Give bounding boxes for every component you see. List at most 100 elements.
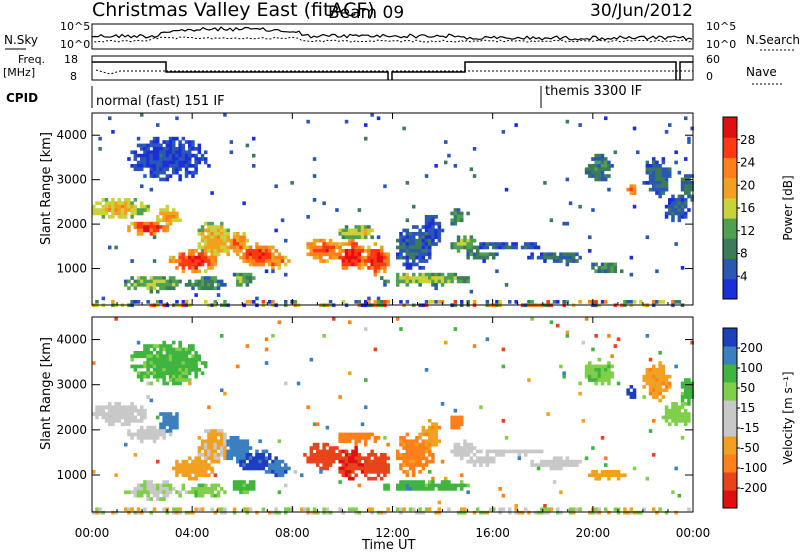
velocity-cell bbox=[322, 463, 326, 467]
velocity-cell bbox=[162, 368, 166, 372]
velocity-cell bbox=[405, 456, 410, 461]
power-cell bbox=[434, 300, 438, 304]
velocity-cell bbox=[200, 483, 205, 488]
velocity-cell bbox=[370, 507, 374, 512]
velocity-cell bbox=[642, 395, 646, 399]
velocity-cell bbox=[549, 320, 554, 325]
velocity-cell bbox=[312, 507, 317, 512]
velocity-cell bbox=[162, 497, 166, 501]
velocity-cell bbox=[232, 442, 237, 447]
velocity-cell bbox=[204, 470, 208, 474]
power-cell bbox=[312, 238, 317, 243]
power-cell bbox=[175, 164, 179, 168]
velocity-cell bbox=[335, 456, 339, 461]
power-cell bbox=[220, 225, 224, 229]
velocity-cell bbox=[450, 487, 454, 491]
power-cell bbox=[584, 170, 589, 175]
nave-trace bbox=[95, 69, 693, 75]
velocity-cell bbox=[415, 449, 419, 454]
power-cell bbox=[101, 215, 106, 219]
power-cell bbox=[159, 218, 163, 223]
power-cell bbox=[434, 272, 438, 277]
velocity-cell bbox=[274, 456, 278, 461]
velocity-cell bbox=[165, 381, 170, 386]
velocity-cell bbox=[284, 470, 288, 474]
velocity-cell bbox=[364, 436, 368, 440]
velocity-cell bbox=[453, 327, 458, 331]
velocity-cell bbox=[501, 493, 506, 498]
power-cell bbox=[386, 252, 390, 257]
velocity-cell bbox=[412, 449, 416, 454]
power-cell bbox=[216, 279, 221, 284]
velocity-cell bbox=[184, 361, 189, 365]
power-cell bbox=[380, 249, 384, 253]
power-cell bbox=[287, 259, 291, 263]
velocity-cell bbox=[181, 483, 186, 488]
velocity-cell bbox=[200, 493, 205, 498]
velocity-cell bbox=[396, 449, 400, 454]
power-cell bbox=[536, 255, 541, 260]
velocity-cell bbox=[463, 510, 467, 515]
velocity-cell bbox=[556, 323, 560, 328]
power-cell bbox=[357, 300, 362, 304]
velocity-cell bbox=[431, 442, 435, 447]
power-cell bbox=[200, 259, 205, 263]
power-cell bbox=[428, 221, 432, 226]
velocity-cell bbox=[431, 483, 435, 488]
velocity-cell bbox=[178, 463, 182, 467]
power-cell bbox=[591, 208, 595, 212]
velocity-cell bbox=[456, 422, 461, 427]
power-cell bbox=[248, 262, 253, 267]
velocity-cell bbox=[664, 408, 669, 413]
power-cell bbox=[604, 262, 608, 267]
velocity-cell bbox=[194, 493, 198, 498]
velocity-cell bbox=[191, 368, 195, 372]
velocity-cell bbox=[648, 388, 653, 393]
velocity-cell bbox=[626, 510, 630, 515]
power-cell bbox=[255, 249, 259, 253]
power-cell bbox=[220, 232, 224, 236]
velocity-cell bbox=[181, 361, 186, 365]
velocity-cell bbox=[156, 374, 160, 379]
velocity-cell bbox=[194, 463, 198, 467]
velocity-cell bbox=[415, 459, 419, 464]
velocity-cell bbox=[140, 483, 144, 488]
velocity-cell bbox=[354, 432, 358, 437]
velocity-cell bbox=[652, 419, 656, 423]
velocity-cell bbox=[645, 374, 650, 379]
velocity-cell bbox=[200, 466, 205, 471]
power-cell bbox=[597, 269, 602, 274]
power-cell bbox=[367, 232, 371, 236]
velocity-cell bbox=[463, 446, 467, 450]
velocity-cell bbox=[687, 507, 691, 512]
power-cell bbox=[236, 245, 240, 250]
power-cell bbox=[223, 300, 227, 304]
power-cell bbox=[418, 235, 422, 240]
power-cell bbox=[418, 252, 422, 257]
power-cell bbox=[312, 242, 317, 246]
power-cell bbox=[104, 201, 109, 206]
power-cell bbox=[325, 252, 330, 257]
power-cell bbox=[338, 255, 342, 260]
power-cell bbox=[408, 279, 413, 284]
velocity-cell bbox=[280, 470, 285, 474]
power-cell bbox=[245, 255, 250, 260]
velocity-cell bbox=[351, 470, 355, 474]
velocity-cell bbox=[402, 442, 406, 447]
velocity-cell bbox=[200, 470, 205, 474]
velocity-cell bbox=[364, 432, 368, 437]
power-cell bbox=[472, 245, 477, 250]
velocity-cell bbox=[562, 459, 566, 464]
power-cell bbox=[101, 204, 106, 209]
velocity-cell bbox=[527, 449, 531, 454]
velocity-cell bbox=[386, 466, 390, 471]
velocity-cell bbox=[280, 466, 285, 471]
velocity-cell bbox=[472, 446, 477, 450]
power-cell bbox=[671, 300, 675, 304]
power-cell bbox=[405, 252, 410, 257]
velocity-cell bbox=[149, 361, 154, 365]
power-cell bbox=[376, 262, 381, 267]
power-cell bbox=[597, 167, 602, 172]
power-cell bbox=[194, 249, 198, 253]
velocity-cell bbox=[444, 340, 448, 345]
